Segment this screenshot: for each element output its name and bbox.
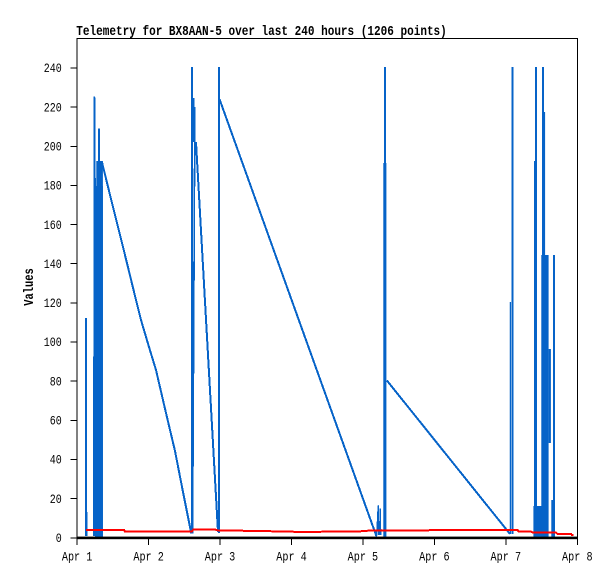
svg-text:Apr 2: Apr 2 [133, 549, 164, 564]
svg-text:Apr 5: Apr 5 [348, 549, 379, 564]
svg-text:Apr 4: Apr 4 [276, 549, 307, 564]
svg-text:240: 240 [44, 61, 62, 76]
svg-text:Apr 3: Apr 3 [205, 549, 236, 564]
svg-text:40: 40 [50, 453, 62, 468]
svg-text:100: 100 [44, 335, 62, 350]
svg-text:120: 120 [44, 296, 62, 311]
svg-text:Apr 7: Apr 7 [491, 549, 522, 564]
svg-text:Apr 8: Apr 8 [562, 549, 593, 564]
svg-text:Telemetry for BX8AAN-5 over la: Telemetry for BX8AAN-5 over last 240 hou… [76, 24, 447, 40]
svg-text:0: 0 [56, 531, 62, 546]
svg-text:180: 180 [44, 179, 62, 194]
svg-text:140: 140 [44, 257, 62, 272]
svg-text:220: 220 [44, 100, 62, 115]
svg-text:Apr 1: Apr 1 [62, 549, 93, 564]
svg-text:Values: Values [22, 268, 38, 306]
svg-text:200: 200 [44, 140, 62, 155]
svg-text:160: 160 [44, 218, 62, 233]
svg-text:20: 20 [50, 492, 62, 507]
svg-text:Apr 6: Apr 6 [419, 549, 450, 564]
svg-text:60: 60 [50, 414, 62, 429]
svg-text:80: 80 [50, 374, 62, 389]
